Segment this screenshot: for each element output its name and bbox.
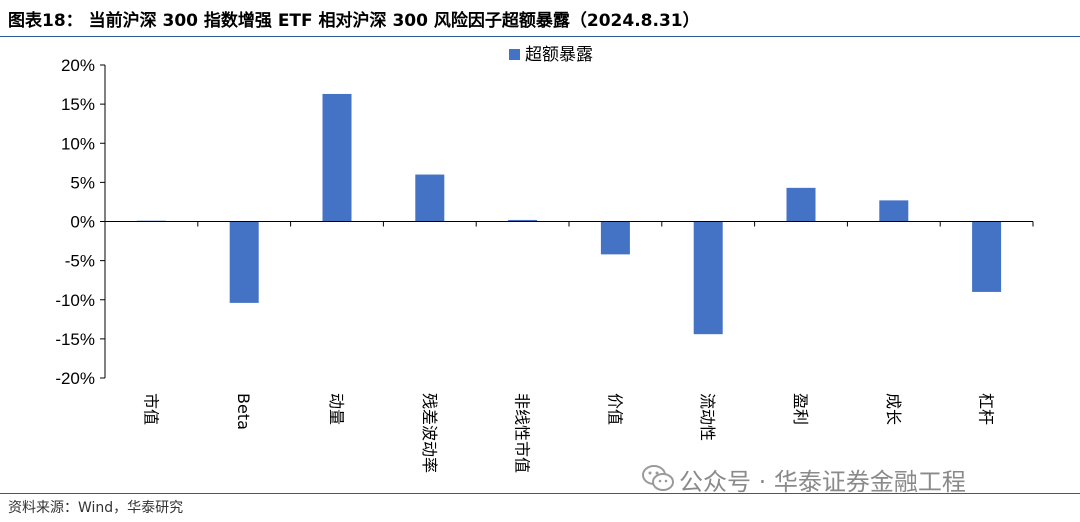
y-tick-label: 20% [61,56,95,75]
bar-5 [508,219,538,222]
y-tick-label: -5% [65,252,95,271]
title-divider [0,36,1080,37]
y-tick-label: 5% [70,173,95,192]
bar-8 [786,187,816,222]
category-label: 杠杆 [977,393,996,425]
bar-4 [415,174,445,222]
bar-10 [972,221,1002,292]
source-divider [0,493,1080,494]
bar-7 [693,221,723,335]
bar-3 [322,93,352,222]
category-label: 动量 [327,393,346,425]
y-tick-label: -10% [55,291,95,310]
category-label: 残差波动率 [420,393,439,473]
category-label: 流动性 [698,393,717,441]
title-bar: 图表18： 当前沪深 300 指数增强 ETF 相对沪深 300 风险因子超额暴… [0,0,1080,36]
bar-chart: -20% -15% -10% -5% 0% 5% 10% 15% 20% 市值 Beta 动量 残差波动… [55,45,1034,473]
bar-2 [229,221,259,303]
y-tick-label: -15% [55,330,95,349]
category-label: 价值 [605,393,624,425]
category-label: Beta [234,393,253,430]
bar-9 [879,200,909,222]
bar-6 [600,221,630,255]
category-label: 市值 [141,393,160,425]
y-tick-label: 15% [61,95,95,114]
watermark-text: 公众号 · 华泰证券金融工程 [679,468,966,496]
legend-swatch [509,49,520,60]
category-label: 成长 [884,393,903,425]
source-note: 资料来源：Wind，华泰研究 [8,500,184,516]
wechat-icon [642,465,674,491]
y-tick-label: 10% [61,134,95,153]
category-label: 非线性市值 [513,393,532,473]
y-tick-label: 0% [70,213,95,232]
chart-title: 图表18： 当前沪深 300 指数增强 ETF 相对沪深 300 风险因子超额暴… [8,11,700,31]
category-label: 盈利 [791,393,810,425]
legend-label: 超额暴露 [525,45,593,65]
y-tick-label: -20% [55,369,95,388]
